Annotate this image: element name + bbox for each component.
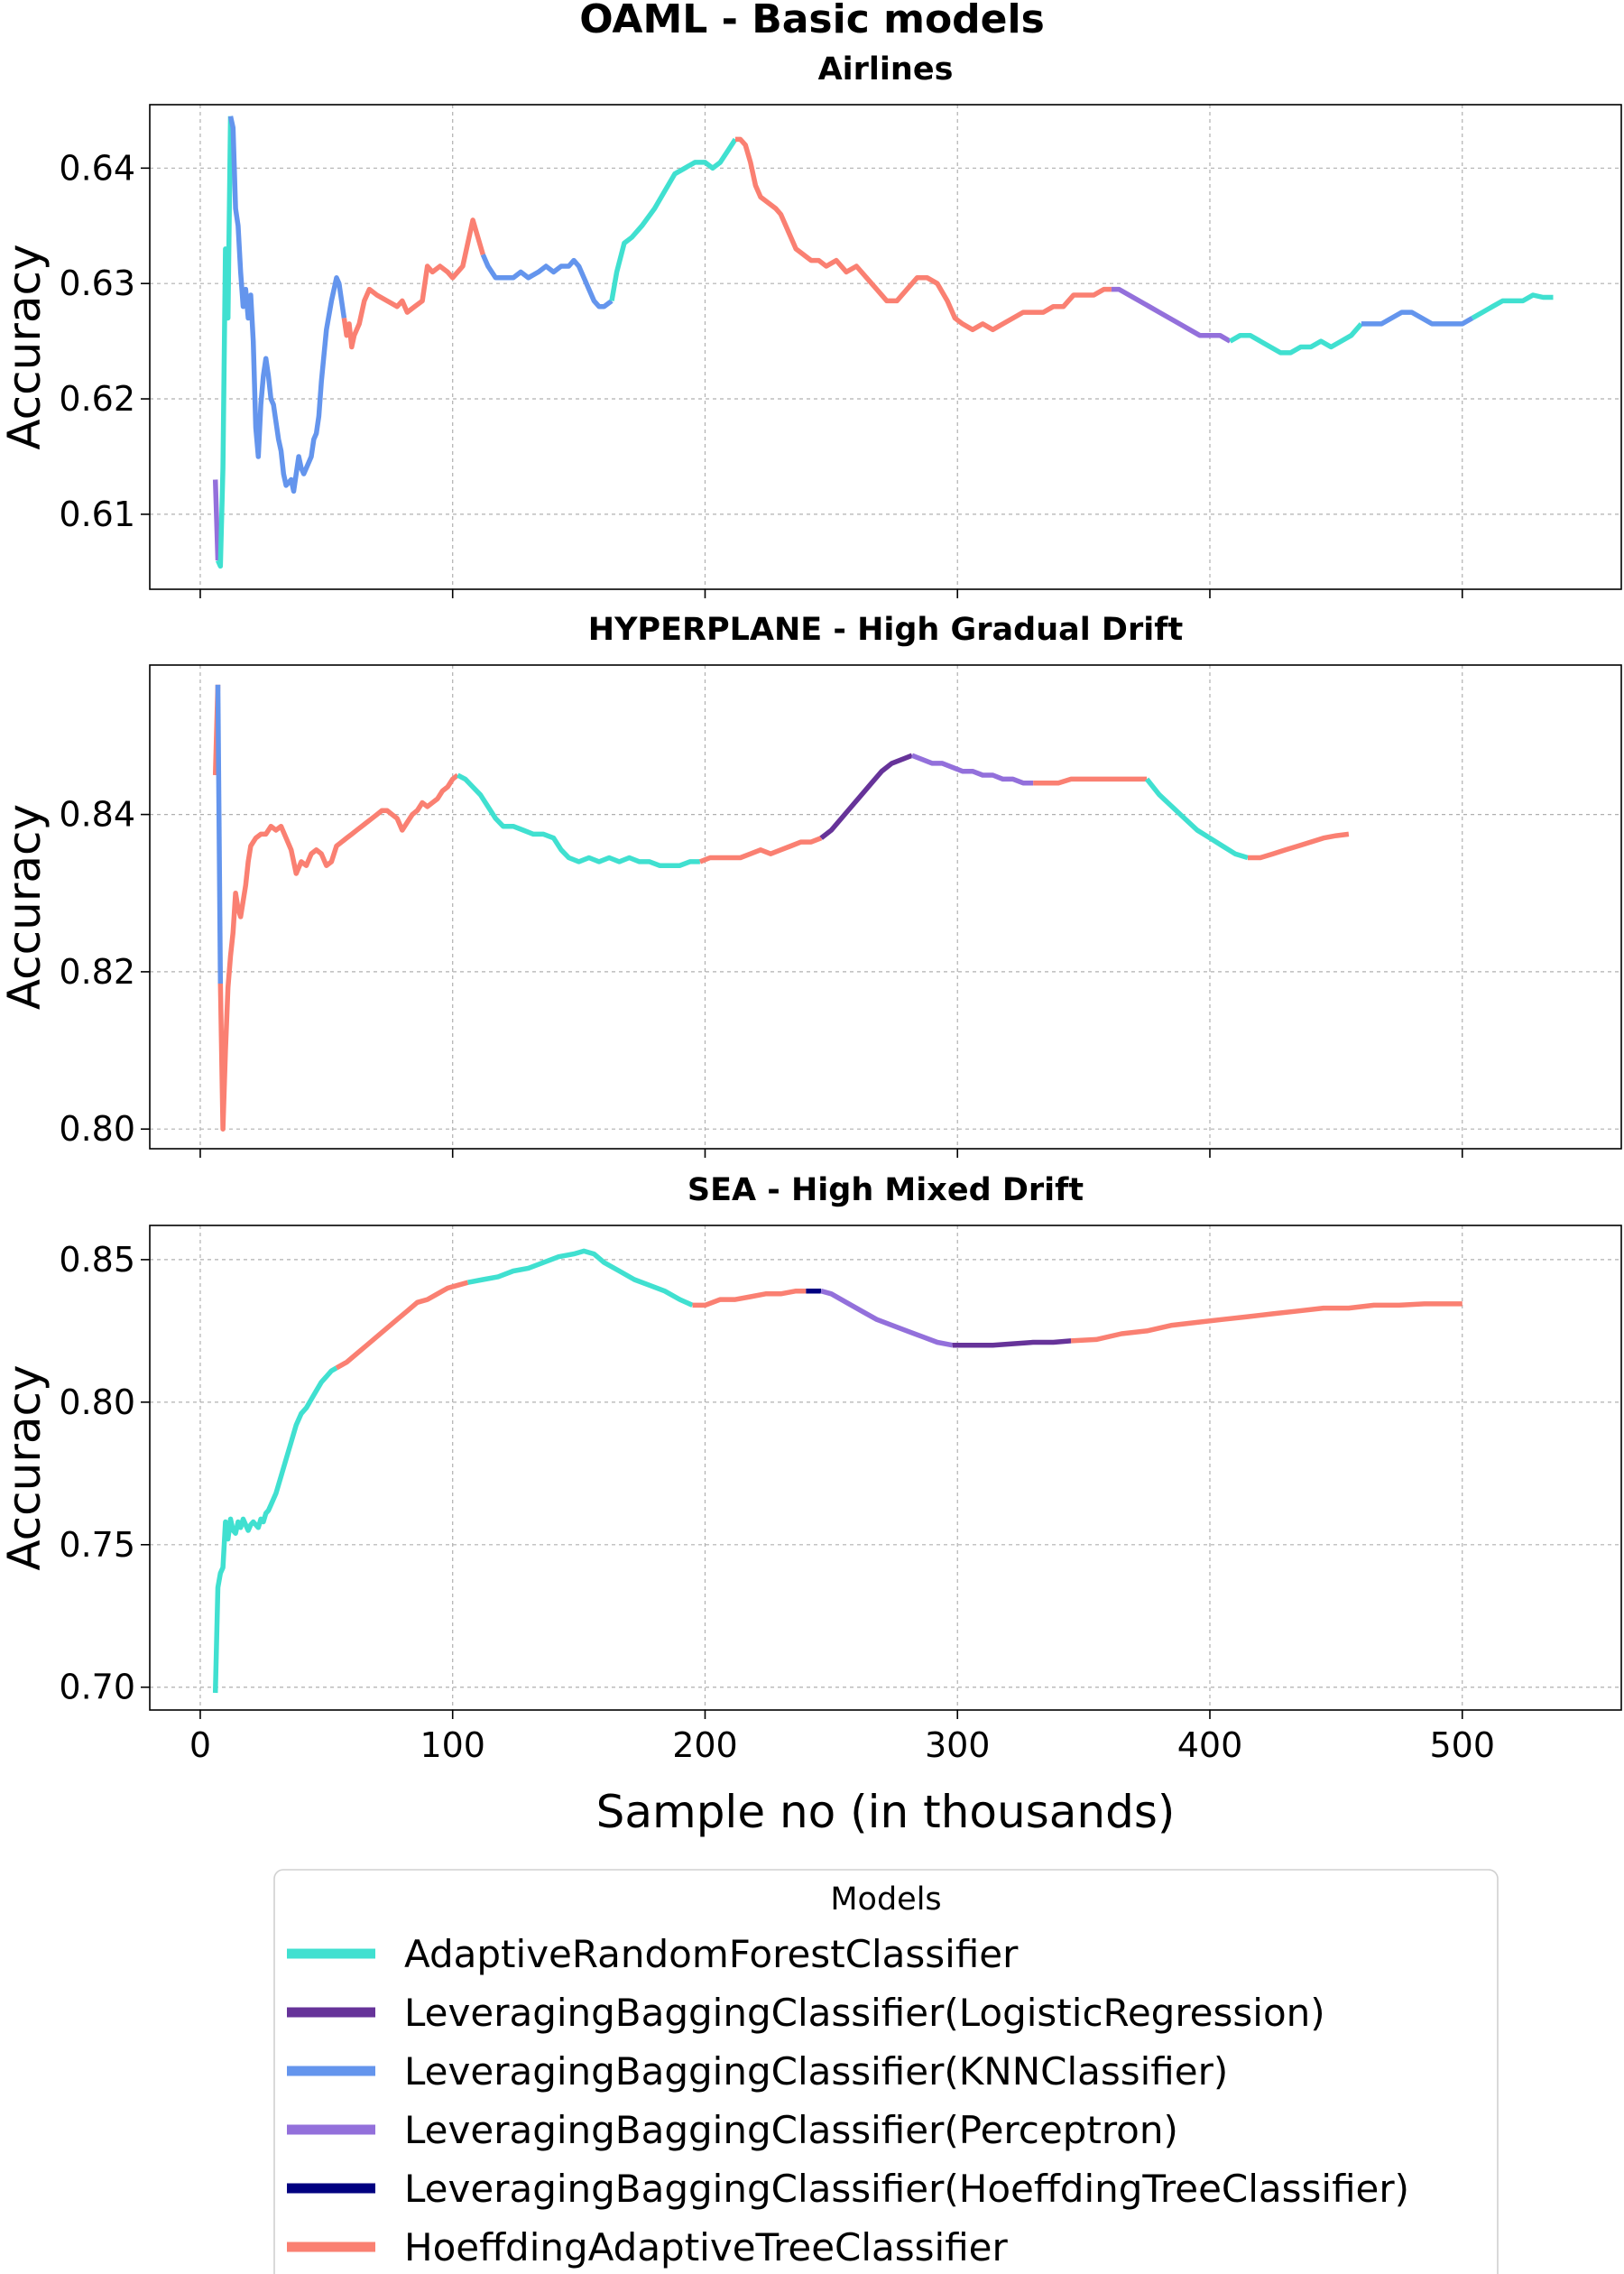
x-tick-label: 300 [925, 1725, 991, 1765]
figure-title: OAML - Basic models [579, 0, 1045, 42]
series-segment [819, 753, 913, 840]
y-tick-label: 0.85 [59, 1240, 135, 1280]
series-segment [480, 254, 614, 310]
x-axis-label: Sample no (in thousands) [596, 1786, 1176, 1838]
series-segment [1229, 322, 1363, 356]
series-segment [466, 1248, 694, 1308]
series-segment [457, 772, 700, 868]
y-tick-label: 0.63 [59, 263, 135, 303]
legend: Models AdaptiveRandomForestClassifier Lev… [273, 1869, 1499, 2274]
y-axis-label: Accuracy [0, 244, 51, 449]
x-tick-label: 200 [672, 1725, 738, 1765]
chart-panel-1: Airlines 0.61 0.62 0.63 0.64 Accuracy [0, 51, 1622, 598]
y-tick-label: 0.62 [59, 379, 135, 419]
x-tick-label: 500 [1429, 1725, 1495, 1765]
legend-label: AdaptiveRandomForestClassifier [404, 1932, 1019, 1976]
x-tick-label: 100 [420, 1725, 485, 1765]
panel-title: HYPERPLANE - High Gradual Drift [588, 612, 1183, 648]
series-segment [698, 836, 823, 864]
series-segment [1361, 310, 1474, 327]
y-tick-label: 0.61 [59, 495, 135, 534]
series-segment [341, 217, 485, 350]
x-tick-label: 0 [189, 1725, 211, 1765]
panel-title: Airlines [818, 51, 954, 88]
x-tick-label: 400 [1177, 1725, 1243, 1765]
plot-frame [149, 1225, 1622, 1711]
series-segment [1111, 286, 1232, 344]
legend-item: HoeffdingAdaptiveTreeClassifier [287, 2225, 1009, 2269]
series-segment [215, 684, 224, 984]
y-axis-label: Accuracy [0, 804, 51, 1010]
series-segment [735, 136, 1112, 333]
series-segment [1144, 777, 1249, 861]
y-tick-label: 0.75 [59, 1525, 135, 1565]
series-segment [910, 753, 1034, 786]
series-segment [1070, 1301, 1463, 1344]
series-segment [1248, 831, 1350, 861]
legend-item: LeveragingBaggingClassifier(LogisticRegr… [287, 1991, 1325, 2035]
legend-title: Models [830, 1881, 941, 1918]
series-segment [952, 1338, 1072, 1348]
series-segment [820, 1289, 954, 1348]
y-tick-label: 0.70 [59, 1668, 135, 1707]
series-segment [215, 116, 234, 569]
legend-item: LeveragingBaggingClassifier(Perceptron) [287, 2108, 1178, 2152]
legend-label: LeveragingBaggingClassifier(LogisticRegr… [404, 1991, 1325, 2035]
series-segment [1471, 292, 1554, 320]
y-axis-label: Accuracy [0, 1364, 51, 1570]
series-segment [212, 1365, 338, 1694]
y-tick-label: 0.64 [59, 148, 135, 188]
legend-label: HoeffdingAdaptiveTreeClassifier [404, 2225, 1009, 2269]
y-tick-label: 0.84 [59, 795, 135, 835]
y-tick-label: 0.82 [59, 952, 135, 992]
plot-frame [149, 104, 1622, 590]
chart-panel-2: HYPERPLANE - High Gradual Drift 0.80 0.82 0… [0, 612, 1622, 1158]
series-segment [212, 479, 221, 561]
chart-panel-3: SEA - High Mixed Drift 0.70 0.75 0.80 0.85 0 1… [0, 1172, 1622, 1838]
legend-box [273, 1869, 1499, 2274]
series-segment [1033, 776, 1148, 786]
y-tick-label: 0.80 [59, 1382, 135, 1422]
legend-label: LeveragingBaggingClassifier(HoeffdingTre… [404, 2167, 1409, 2211]
legend-label: LeveragingBaggingClassifier(KNNClassifie… [404, 2049, 1228, 2094]
series-segment [217, 772, 459, 1132]
y-tick-label: 0.80 [59, 1109, 135, 1149]
series-segment [335, 1280, 469, 1371]
legend-item: LeveragingBaggingClassifier(KNNClassifie… [287, 2049, 1228, 2094]
plot-frame [149, 664, 1622, 1150]
legend-item: LeveragingBaggingClassifier(HoeffdingTre… [287, 2167, 1409, 2211]
legend-item: AdaptiveRandomForestClassifier [287, 1932, 1019, 1976]
series-segment [227, 116, 347, 495]
series-segment [609, 137, 738, 301]
panel-title: SEA - High Mixed Drift [687, 1172, 1084, 1208]
legend-items: AdaptiveRandomForestClassifier Leveraging… [287, 1932, 1409, 2269]
series-segment [692, 1288, 807, 1308]
legend-label: LeveragingBaggingClassifier(Perceptron) [404, 2108, 1178, 2152]
panels: Airlines0.610.620.630.64AccuracyHYPERPLA… [0, 51, 1622, 1838]
